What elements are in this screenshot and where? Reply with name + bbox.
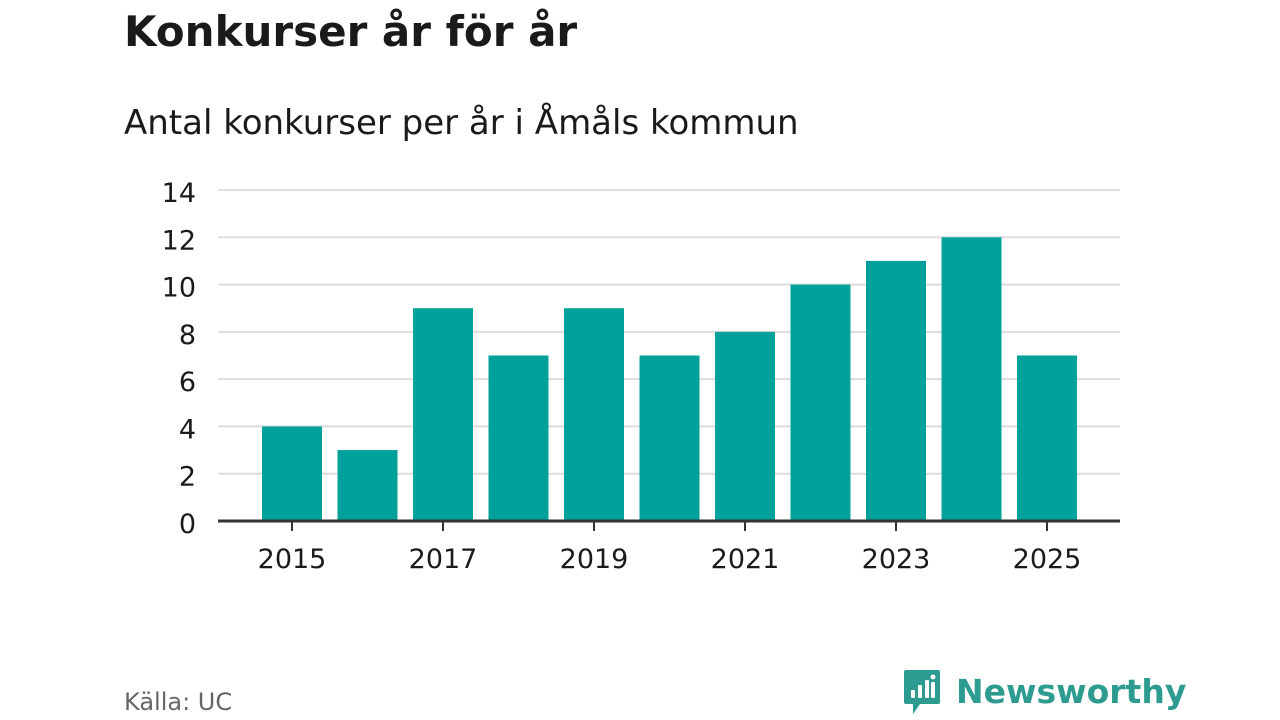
bars (262, 237, 1077, 522)
bar (1017, 355, 1077, 521)
bar (564, 308, 624, 521)
x-tick-label: 2021 (711, 544, 780, 575)
y-tick-label: 4 (179, 414, 196, 445)
y-tick-label: 10 (162, 273, 196, 304)
bar (639, 355, 700, 521)
bar (790, 284, 851, 521)
y-tick-label: 6 (179, 367, 196, 398)
bar (413, 308, 473, 521)
y-tick-label: 0 (179, 509, 196, 540)
bar (488, 355, 549, 521)
x-tick-label: 2015 (258, 544, 327, 575)
y-tick-label: 14 (162, 178, 196, 209)
source-note: Källa: UC (124, 688, 233, 716)
bar (866, 260, 926, 521)
newsworthy-logo-icon (904, 670, 940, 714)
chart-subtitle: Antal konkurser per år i Åmåls kommun (124, 103, 799, 143)
y-tick-label: 12 (162, 225, 196, 256)
bar (337, 450, 398, 521)
y-tick-label: 2 (179, 462, 196, 493)
x-tick-label: 2023 (862, 544, 931, 575)
brand-logo[interactable]: Newsworthy (902, 668, 1186, 716)
chart-title: Konkurser år för år (124, 7, 578, 56)
y-tick-label: 8 (179, 320, 196, 351)
axes: 0 2 4 6 8 10 12 14 2015 2017 2019 2021 2023 2025 (162, 178, 1120, 575)
brand-name: Newsworthy (956, 672, 1187, 711)
bar (262, 426, 322, 521)
x-tick-label: 2019 (560, 544, 629, 575)
bar (715, 331, 775, 521)
x-tick-label: 2017 (409, 544, 478, 575)
bar (941, 237, 1002, 522)
x-tick-label: 2025 (1013, 544, 1082, 575)
